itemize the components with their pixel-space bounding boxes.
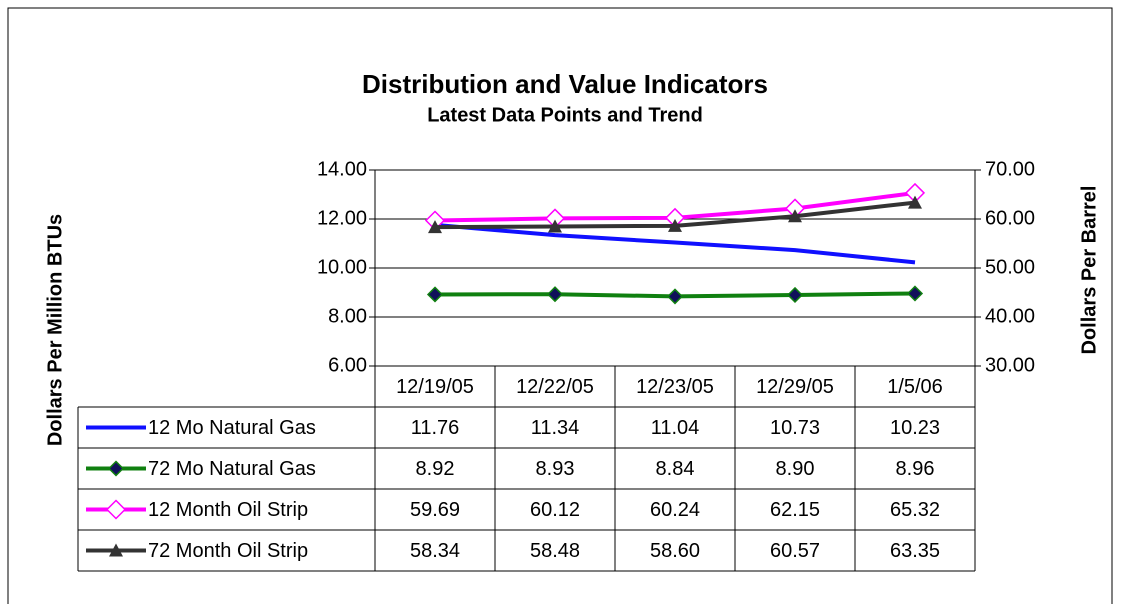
table-cell: 8.92	[416, 458, 455, 480]
x-tick-label: 12/19/05	[396, 376, 474, 398]
y-tick-label: 12.00	[317, 207, 367, 229]
y-tick-label: 10.00	[317, 256, 367, 278]
table-cell: 11.76	[411, 417, 460, 439]
table-cell: 11.34	[531, 417, 580, 439]
plot-border	[374, 169, 976, 367]
table-cell: 65.32	[890, 499, 940, 521]
chart-border	[7, 7, 1113, 604]
table-cell: 8.96	[896, 458, 935, 480]
y2-tick-label: 60.00	[985, 207, 1035, 229]
marker	[908, 195, 922, 209]
y-tick-label: 8.00	[328, 305, 367, 327]
table-cell: 58.60	[650, 540, 700, 562]
marker	[109, 543, 123, 557]
x-tick-label: 12/23/05	[636, 376, 714, 398]
table-cell: 59.69	[410, 499, 460, 521]
y2-axis-label: Dollars Per Barrel	[1078, 186, 1100, 355]
x-tick-label: 1/5/06	[887, 376, 943, 398]
marker	[668, 218, 682, 232]
marker	[426, 286, 444, 303]
table-cell: 10.23	[890, 417, 940, 439]
table-cell: 58.48	[530, 540, 580, 562]
series-line	[434, 222, 916, 265]
y2-tick-label: 50.00	[985, 256, 1035, 278]
marker	[428, 220, 442, 234]
table-cell: 10.73	[770, 417, 820, 439]
marker	[906, 285, 924, 302]
marker	[548, 219, 562, 233]
legend-label: 72 Mo Natural Gas	[148, 458, 316, 480]
x-tick-label: 12/22/05	[516, 376, 594, 398]
y-axis-label: Dollars Per Million BTUs	[44, 214, 66, 446]
legend-label: 12 Mo Natural Gas	[148, 417, 316, 439]
table-cell: 11.04	[651, 417, 700, 439]
table-cell: 62.15	[770, 499, 820, 521]
y2-tick-label: 70.00	[985, 158, 1035, 180]
legend-label: 72 Month Oil Strip	[148, 540, 308, 562]
table-cell: 60.57	[770, 540, 820, 562]
y-tick-label: 6.00	[328, 354, 367, 376]
y-tick-label: 14.00	[317, 158, 367, 180]
x-tick-label: 12/29/05	[756, 376, 834, 398]
y2-tick-label: 30.00	[985, 354, 1035, 376]
legend-label: 12 Month Oil Strip	[148, 499, 308, 521]
marker	[666, 288, 684, 305]
table-cell: 8.84	[656, 458, 695, 480]
table-cell: 60.12	[530, 499, 580, 521]
marker	[546, 286, 564, 303]
table-cell: 63.35	[890, 540, 940, 562]
marker	[105, 499, 127, 520]
y2-tick-label: 40.00	[985, 305, 1035, 327]
table-cell: 8.90	[776, 458, 815, 480]
marker	[788, 209, 802, 223]
marker	[786, 286, 804, 304]
table-cell: 8.93	[536, 458, 575, 480]
marker	[107, 460, 125, 477]
table-cell: 60.24	[650, 499, 700, 521]
table-cell: 58.34	[410, 540, 460, 562]
chart-title: Distribution and Value Indicators	[362, 69, 768, 99]
chart-subtitle: Latest Data Points and Trend	[427, 104, 703, 126]
